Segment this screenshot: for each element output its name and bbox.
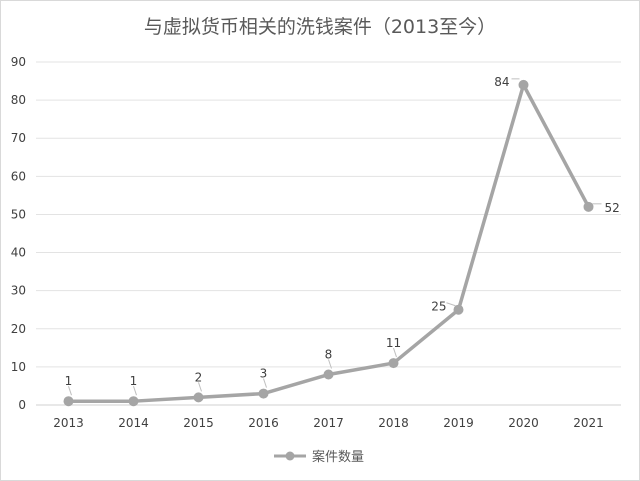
- data-point-2019: [453, 304, 464, 315]
- x-tick-label-2014: 2014: [118, 416, 149, 430]
- data-label-leader-2017: [328, 359, 332, 369]
- x-tick-label-2021: 2021: [573, 416, 604, 430]
- data-points: [63, 79, 594, 407]
- legend[interactable]: 案件数量: [274, 450, 364, 465]
- data-label-2020: 84: [494, 75, 509, 89]
- x-tick-label-2015: 2015: [183, 416, 214, 430]
- data-label-2017: 8: [325, 348, 333, 362]
- chart-title: 与虚拟货币相关的洗钱案件（2013至今）: [144, 16, 496, 38]
- y-tick-label-40: 40: [11, 246, 26, 260]
- x-tick-label-2020: 2020: [508, 416, 539, 430]
- data-label-leader-2014: [133, 386, 137, 396]
- y-tick-label-0: 0: [18, 398, 26, 412]
- data-point-2017: [323, 369, 334, 380]
- x-axis-ticks: 2013 2014 2015 2016 2017 2018 2019 2020 2021: [53, 416, 604, 430]
- y-axis-ticks: 0 10 20 30 40 50 60 70 80 90: [11, 55, 26, 412]
- data-point-2020: [518, 79, 529, 90]
- y-tick-label-60: 60: [11, 169, 26, 183]
- data-point-2021: [583, 201, 594, 212]
- data-label-2016: 3: [260, 367, 268, 381]
- data-label-2014: 1: [130, 374, 138, 388]
- y-tick-label-50: 50: [11, 207, 26, 221]
- x-tick-label-2019: 2019: [443, 416, 474, 430]
- data-label-leader-2016: [263, 378, 267, 388]
- x-tick-label-2016: 2016: [248, 416, 279, 430]
- data-label-leader-2013: [68, 386, 72, 396]
- y-tick-label-80: 80: [11, 93, 26, 107]
- data-point-2018: [388, 358, 399, 369]
- y-tick-label-90: 90: [11, 55, 26, 69]
- data-label-2021: 52: [605, 201, 620, 215]
- data-label-2015: 2: [195, 370, 203, 384]
- legend-swatch-marker: [285, 451, 295, 461]
- x-tick-label-2018: 2018: [378, 416, 409, 430]
- legend-label: 案件数量: [312, 450, 364, 465]
- y-tick-label-20: 20: [11, 322, 26, 336]
- data-point-2015: [193, 392, 204, 403]
- data-label-leader-2019: [446, 302, 456, 307]
- data-point-2016: [258, 388, 269, 399]
- data-label-leader-2018: [393, 347, 397, 358]
- data-point-2013: [63, 396, 74, 407]
- data-label-2018: 11: [386, 336, 401, 350]
- data-label-leader-2015: [198, 382, 202, 392]
- data-point-2014: [128, 396, 139, 407]
- y-tick-label-30: 30: [11, 284, 26, 298]
- data-label-2019: 25: [431, 300, 446, 314]
- data-label-2013: 1: [65, 374, 73, 388]
- y-tick-label-10: 10: [11, 360, 26, 374]
- x-tick-label-2013: 2013: [53, 416, 84, 430]
- y-tick-label-70: 70: [11, 131, 26, 145]
- x-tick-label-2017: 2017: [313, 416, 344, 430]
